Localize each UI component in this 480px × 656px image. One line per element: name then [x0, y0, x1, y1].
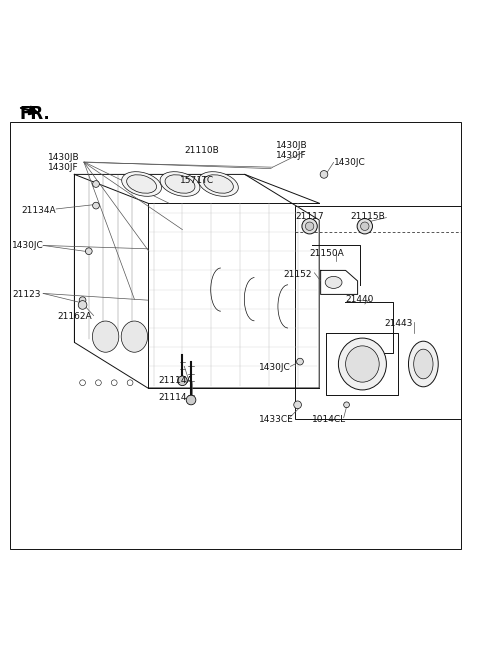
Ellipse shape — [165, 174, 195, 194]
Text: 1430JC: 1430JC — [334, 158, 365, 167]
Text: 1014CL: 1014CL — [312, 415, 346, 424]
Ellipse shape — [338, 338, 386, 390]
Text: 21114: 21114 — [158, 393, 187, 402]
Ellipse shape — [92, 321, 119, 352]
Text: 1430JB
1430JF: 1430JB 1430JF — [276, 140, 308, 160]
Circle shape — [85, 248, 92, 255]
Ellipse shape — [198, 172, 239, 196]
Ellipse shape — [127, 174, 156, 194]
Ellipse shape — [204, 174, 233, 194]
Text: 21440: 21440 — [346, 295, 374, 304]
Text: 1430JC: 1430JC — [12, 241, 44, 250]
Ellipse shape — [408, 341, 438, 387]
Bar — [295, 205, 461, 419]
Ellipse shape — [346, 346, 379, 382]
Text: 21115B: 21115B — [350, 212, 385, 221]
Circle shape — [93, 202, 99, 209]
Text: 21162A: 21162A — [58, 312, 92, 321]
Circle shape — [78, 300, 87, 309]
Circle shape — [360, 222, 369, 230]
Circle shape — [297, 358, 303, 365]
Circle shape — [302, 218, 317, 234]
Text: 21152: 21152 — [283, 270, 312, 279]
Text: 21150A: 21150A — [310, 249, 344, 258]
Circle shape — [79, 297, 86, 304]
Text: 21443: 21443 — [384, 319, 412, 328]
Text: 1571TC: 1571TC — [180, 176, 214, 184]
Ellipse shape — [160, 172, 200, 196]
Text: FR.: FR. — [19, 105, 50, 123]
Text: 21134A: 21134A — [22, 206, 56, 215]
Circle shape — [96, 380, 101, 386]
Ellipse shape — [121, 321, 148, 352]
Text: 21114A: 21114A — [158, 377, 193, 385]
Circle shape — [111, 380, 117, 386]
Ellipse shape — [121, 172, 162, 196]
Circle shape — [320, 171, 328, 178]
Text: 21117: 21117 — [295, 212, 324, 221]
Circle shape — [186, 395, 196, 405]
Text: 1433CE: 1433CE — [259, 415, 294, 424]
Circle shape — [93, 180, 99, 188]
Text: 21123: 21123 — [12, 290, 40, 299]
Text: 21110B: 21110B — [184, 146, 219, 155]
Circle shape — [127, 380, 133, 386]
Circle shape — [80, 380, 85, 386]
Circle shape — [294, 401, 301, 409]
Circle shape — [357, 218, 372, 234]
Text: 1430JB
1430JF: 1430JB 1430JF — [48, 153, 80, 172]
Text: 1430JC: 1430JC — [259, 363, 291, 372]
Circle shape — [305, 222, 314, 230]
Bar — [10, 121, 461, 549]
Circle shape — [344, 402, 349, 407]
Ellipse shape — [325, 276, 342, 289]
Circle shape — [178, 376, 187, 386]
Ellipse shape — [414, 349, 433, 379]
